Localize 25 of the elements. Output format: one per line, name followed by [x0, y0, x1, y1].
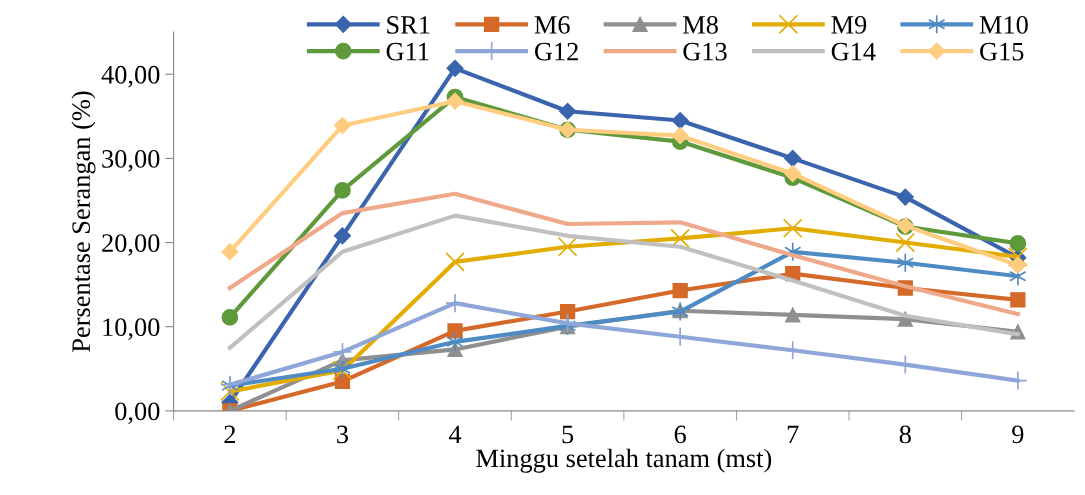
y-axis-title: Persentase Serangan (%) [71, 91, 96, 352]
legend-label: M6 [534, 16, 570, 34]
x-tick-label: 8 [899, 425, 911, 444]
y-tick-label: 0,00 [115, 402, 160, 425]
legend-label: G15 [980, 42, 1024, 61]
y-tick-label: 40,00 [101, 65, 160, 88]
legend-label: M10 [979, 16, 1028, 34]
legend-label: G14 [831, 42, 876, 61]
legend-label: G12 [534, 42, 578, 61]
x-tick-label: 6 [674, 425, 686, 444]
x-tick-label: 2 [224, 425, 236, 444]
x-axis-title: Minggu setelah tanam (mst) [476, 448, 772, 473]
legend-label: G11 [386, 42, 429, 61]
x-tick-label: 4 [448, 425, 462, 444]
x-tick-label: 7 [787, 425, 799, 444]
y-tick-label: 10,00 [103, 318, 160, 340]
x-tick-label: 5 [562, 425, 574, 444]
legend-label: SR1 [387, 16, 430, 34]
y-tick-label: 20,00 [102, 234, 160, 256]
legend-label: G13 [683, 42, 727, 61]
y-tick-label: 30,00 [102, 150, 160, 172]
x-tick-label: 3 [337, 425, 349, 444]
legend-label: M8 [683, 16, 718, 34]
x-tick-label: 9 [1012, 425, 1024, 444]
legend-label: M9 [831, 16, 867, 34]
